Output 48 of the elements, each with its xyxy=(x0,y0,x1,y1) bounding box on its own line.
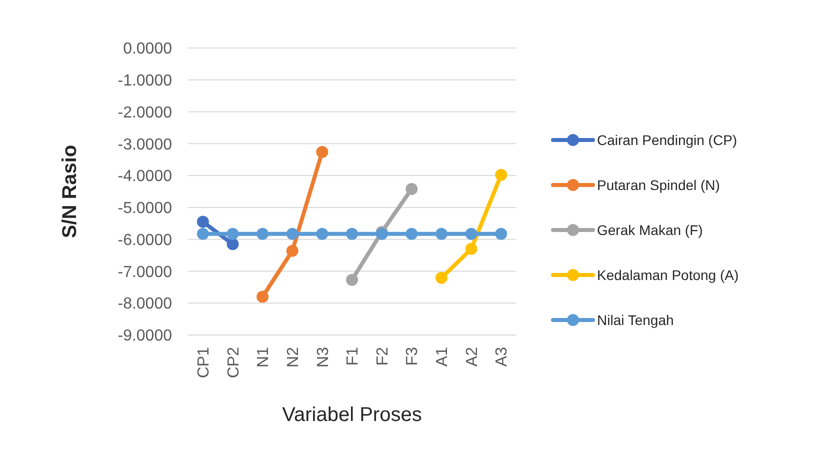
x-tick-label: F2 xyxy=(374,346,392,366)
point xyxy=(406,182,418,195)
x-tick-label: N2 xyxy=(284,346,302,368)
y-tick-label: -8.0000 xyxy=(118,296,172,313)
x-tick-label: CP2 xyxy=(225,346,242,378)
legend-label: Cairan Pendingin (CP) xyxy=(597,132,738,148)
x-tick-label: N1 xyxy=(255,346,272,368)
point xyxy=(226,238,239,250)
x-tick-label: A3 xyxy=(494,346,511,367)
y-tick-label: 0.0000 xyxy=(123,40,172,58)
point xyxy=(346,228,358,240)
legend-label: Putaran Spindel (N) xyxy=(597,176,720,193)
point xyxy=(465,242,478,255)
point xyxy=(226,228,239,240)
point xyxy=(435,228,448,240)
y-tick-label: -5.0000 xyxy=(118,200,172,218)
x-tick-label: N3 xyxy=(314,346,332,368)
point xyxy=(286,228,298,240)
y-tick-label: -2.0000 xyxy=(118,104,172,122)
point xyxy=(256,290,269,303)
point xyxy=(316,228,328,240)
point xyxy=(196,228,209,240)
y-tick-label: -9.0000 xyxy=(118,328,172,345)
x-tick-label: F1 xyxy=(344,346,362,366)
point xyxy=(465,228,478,240)
point xyxy=(495,228,508,240)
y-tick-label: -7.0000 xyxy=(118,264,172,281)
y-tick-label: -4.0000 xyxy=(118,168,172,186)
point xyxy=(196,216,209,228)
x-tick-label: CP1 xyxy=(196,346,213,378)
legend-label: Gerak Makan (F) xyxy=(597,222,703,238)
point xyxy=(286,244,298,257)
legend-label: Kedalaman Potong (A) xyxy=(597,266,739,283)
y-tick-label: -6.0000 xyxy=(118,232,172,249)
x-tick-label: A1 xyxy=(434,346,452,367)
y-tick-label: -3.0000 xyxy=(118,136,172,154)
point xyxy=(256,228,269,240)
legend-label: Nilai Tengah xyxy=(597,312,674,328)
y-axis-title: S/N Rasio xyxy=(59,144,81,238)
y-tick-label: -1.0000 xyxy=(118,72,172,90)
x-axis-title: Variabel Proses xyxy=(282,404,422,426)
x-tick-label: F3 xyxy=(404,346,422,366)
point xyxy=(435,272,448,284)
point xyxy=(346,274,358,286)
x-tick-label: A2 xyxy=(464,346,481,367)
point xyxy=(495,168,508,181)
point xyxy=(406,228,418,240)
point xyxy=(316,146,328,158)
